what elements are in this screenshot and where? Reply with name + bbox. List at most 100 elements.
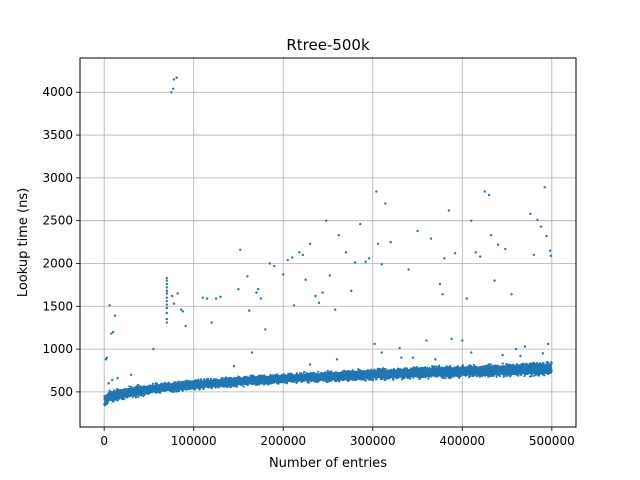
data-point [461,365,465,368]
data-point [532,365,535,368]
outlier-point [479,255,482,258]
outlier-point [259,297,263,300]
outlier-point [398,347,401,350]
data-point [434,365,438,368]
data-point [330,370,333,373]
outlier-point [317,301,321,305]
outlier-point [298,251,301,254]
data-point [116,399,119,402]
outlier-point [434,358,437,361]
outlier-point [232,365,236,368]
data-point [196,383,199,386]
data-point [295,375,298,378]
outlier-point [165,292,169,295]
data-point [134,396,138,399]
x-tick-label: 300000 [350,434,396,448]
data-point [330,379,333,382]
data-point [136,394,139,397]
data-point [498,366,502,369]
data-point [378,372,381,375]
data-point [128,385,131,388]
data-point [216,379,220,382]
data-point [506,374,509,377]
data-point [149,384,152,387]
data-point [326,369,329,372]
data-point [482,365,485,368]
data-point [207,377,210,381]
outlier-point [350,289,353,293]
outlier-point [380,263,383,266]
outlier-point [172,302,176,305]
data-point [341,370,344,373]
data-point [315,372,318,376]
outlier-point [373,342,376,346]
data-point [319,371,323,375]
data-point [456,365,459,368]
outlier-point [384,202,387,205]
data-point [449,365,452,368]
data-point [371,376,374,379]
data-point [177,385,180,388]
outlier-point [129,373,133,376]
outlier-point [250,351,254,354]
outlier-point [179,308,183,311]
data-point [528,369,531,373]
y-tick-label: 1500 [42,299,73,313]
data-point [297,379,300,382]
outlier-point [308,242,312,245]
data-point [480,365,483,368]
data-point [112,399,116,403]
data-point [191,387,194,390]
data-point [246,382,250,386]
outlier-point [105,356,109,359]
data-point [401,368,404,371]
outlier-point [523,345,527,348]
outlier-point [165,289,169,293]
data-point [286,381,289,384]
data-point [506,365,509,369]
outlier-point [364,260,367,263]
outlier-point [290,256,294,259]
outlier-point [532,253,536,257]
data-point [298,374,302,377]
data-point [436,375,439,378]
data-point [219,384,223,387]
data-point [424,366,427,369]
outlier-point [407,268,410,271]
data-point [390,369,394,372]
data-point [307,381,310,384]
x-tick-label: 100000 [171,434,217,448]
data-point [536,370,539,373]
data-point [503,374,506,377]
outlier-point [353,261,357,264]
data-point [117,393,120,396]
data-point [258,378,262,382]
outlier-point [470,351,473,354]
outlier-point [380,351,383,354]
outlier-point [107,382,110,385]
y-axis-label: Lookup time (ns) [16,188,31,297]
data-point [492,366,495,370]
outlier-point [359,222,362,226]
data-point [395,375,398,378]
outlier-point [335,358,339,361]
data-point [210,387,214,390]
data-point [365,370,368,374]
outlier-point [113,314,117,317]
outlier-point [487,193,491,197]
outlier-point [165,276,169,280]
data-point [405,367,408,370]
data-point [155,382,159,385]
data-point [461,369,464,373]
data-point [348,379,351,382]
data-point [412,376,415,379]
outlier-point [205,297,209,300]
outlier-point [268,262,272,265]
data-point [373,368,376,371]
outlier-point [461,339,464,342]
data-point [518,369,521,372]
data-point [372,378,375,381]
data-point [490,365,493,368]
data-point [438,366,441,369]
data-point [535,373,538,376]
